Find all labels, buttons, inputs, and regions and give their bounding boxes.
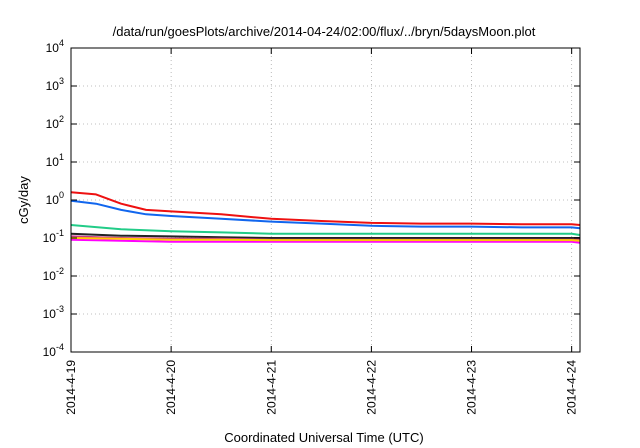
y-tick-label: 10-3 [43,304,64,321]
y-tick-label: 101 [46,152,64,169]
y-tick-label: 103 [46,76,64,93]
y-tick-label: 102 [46,114,64,131]
x-tick-label: 2014-4-20 [164,360,178,415]
series-line-6 [70,238,581,244]
y-tick-label: 10-2 [43,266,64,283]
series-line-1 [70,191,581,226]
x-axis: 2014-4-19 2014-4-20 2014-4-21 2014-4-22 2014… [64,48,579,415]
series-line-3 [70,224,581,236]
series-line-7 [70,237,581,242]
y-tick-label: 10-4 [43,342,64,359]
series-line-4 [70,232,580,239]
chart-title: /data/run/goesPlots/archive/2014-04-24/0… [113,24,536,39]
y-tick-label: 100 [46,190,64,207]
y-tick-label: 104 [46,38,64,55]
x-tick-label: 2014-4-19 [64,360,78,415]
grid [71,48,580,352]
plot-area [70,191,581,244]
x-tick-label: 2014-4-23 [465,360,479,415]
x-axis-label: Coordinated Universal Time (UTC) [224,430,423,445]
y-axis: 10-4 10-3 10-2 10-1 100 101 102 103 104 [43,38,580,359]
series-line-2 [70,199,581,230]
x-tick-label: 2014-4-24 [565,360,579,415]
x-tick-label: 2014-4-22 [364,360,378,415]
x-tick-label: 2014-4-21 [264,360,278,415]
y-tick-label: 10-1 [43,228,64,245]
y-axis-label: cGy/day [16,176,31,224]
